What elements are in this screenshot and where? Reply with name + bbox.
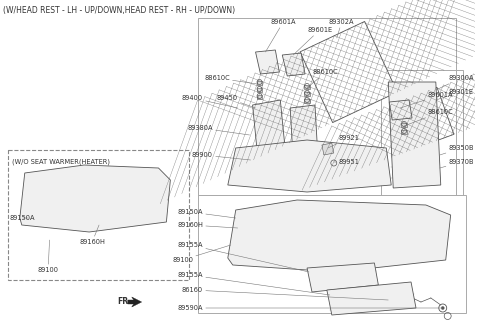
Text: 89601E: 89601E [293, 27, 332, 55]
Polygon shape [401, 123, 407, 127]
Bar [198, 18, 456, 195]
Text: 89302A: 89302A [329, 19, 354, 38]
Text: 89100: 89100 [37, 240, 59, 273]
Text: 89160H: 89160H [177, 222, 238, 228]
Text: 89590A: 89590A [178, 305, 441, 311]
Polygon shape [255, 50, 279, 74]
Text: 89400: 89400 [182, 95, 238, 108]
Text: 89921: 89921 [328, 135, 360, 148]
Text: 86160: 86160 [182, 287, 388, 300]
Polygon shape [256, 95, 263, 99]
Text: 89601A: 89601A [265, 19, 296, 52]
Text: FR.: FR. [117, 297, 131, 307]
Text: 88610C: 88610C [204, 75, 258, 84]
Text: 89150A: 89150A [178, 209, 236, 218]
Polygon shape [389, 100, 412, 120]
Text: 89160H: 89160H [79, 225, 105, 245]
Polygon shape [252, 100, 287, 175]
Polygon shape [128, 297, 142, 307]
Text: 89150A: 89150A [10, 215, 36, 221]
Text: 89370B: 89370B [440, 159, 474, 168]
Polygon shape [256, 88, 263, 92]
Text: (W/O SEAT WARMER(HEATER): (W/O SEAT WARMER(HEATER) [12, 158, 110, 164]
Polygon shape [228, 140, 391, 192]
Text: 89100: 89100 [172, 245, 231, 263]
Text: 89350B: 89350B [440, 145, 474, 155]
Text: 89300A: 89300A [436, 75, 474, 90]
Polygon shape [256, 81, 263, 85]
Bar [8, 150, 189, 280]
Polygon shape [322, 143, 334, 155]
Text: 89155A: 89155A [178, 242, 309, 272]
Circle shape [441, 307, 444, 309]
Polygon shape [300, 21, 397, 122]
Bar [381, 70, 463, 195]
Polygon shape [388, 82, 441, 188]
Text: (W/HEAD REST - LH - UP/DOWN,HEAD REST - RH - UP/DOWN): (W/HEAD REST - LH - UP/DOWN,HEAD REST - … [3, 6, 235, 15]
Polygon shape [304, 92, 310, 96]
Text: 89450: 89450 [216, 95, 255, 108]
Text: 89900: 89900 [192, 152, 251, 160]
Polygon shape [282, 53, 305, 76]
Polygon shape [20, 165, 170, 232]
Text: 89380A: 89380A [188, 125, 250, 135]
Text: 89951: 89951 [334, 159, 360, 165]
Polygon shape [228, 200, 451, 272]
Text: 89155A: 89155A [178, 272, 330, 295]
Bar [198, 195, 466, 313]
Text: 89601A: 89601A [400, 92, 454, 108]
Polygon shape [290, 105, 319, 178]
Text: 88610C: 88610C [307, 69, 339, 88]
Text: 89301E: 89301E [436, 89, 474, 100]
Polygon shape [304, 85, 310, 89]
Polygon shape [307, 263, 378, 292]
Polygon shape [304, 99, 310, 103]
Polygon shape [327, 282, 416, 315]
Text: 88610C: 88610C [404, 109, 454, 126]
Polygon shape [401, 130, 407, 134]
Polygon shape [398, 87, 454, 149]
